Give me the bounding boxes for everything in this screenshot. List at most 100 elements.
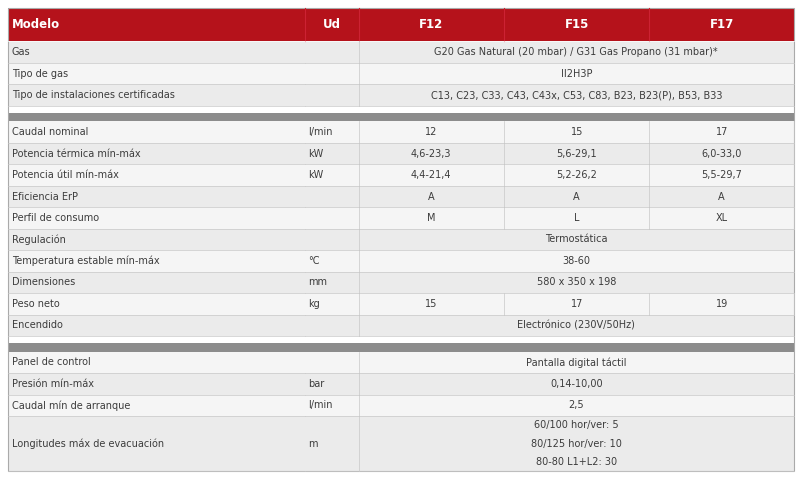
Bar (8, 41, 305, 63)
Bar (504, 143, 650, 164)
Bar (358, 63, 794, 84)
Text: 4,4-21,4: 4,4-21,4 (411, 170, 452, 180)
Text: M: M (427, 213, 435, 223)
Bar (358, 352, 794, 373)
Text: Tipo de gas: Tipo de gas (12, 68, 68, 79)
Bar (8, 352, 305, 373)
Bar (305, 373, 358, 395)
Text: 5,6-29,1: 5,6-29,1 (557, 148, 597, 159)
Text: Modelo: Modelo (12, 18, 60, 31)
Text: kg: kg (308, 299, 320, 309)
Text: 17: 17 (715, 127, 728, 137)
Bar (305, 63, 358, 84)
Bar (504, 207, 650, 229)
Bar (650, 186, 794, 207)
Bar (358, 250, 794, 272)
Bar (650, 207, 794, 229)
Text: Panel de control: Panel de control (12, 357, 91, 367)
Text: C13, C23, C33, C43, C43x, C53, C83, B23, B23(P), B53, B33: C13, C23, C33, C43, C43x, C53, C83, B23,… (431, 90, 722, 100)
Text: Potencia térmica mín-máx: Potencia térmica mín-máx (12, 148, 140, 159)
Bar (8, 336, 794, 343)
Bar (358, 373, 794, 395)
Text: Regulación: Regulación (12, 234, 66, 245)
Text: Electrónico (230V/50Hz): Electrónico (230V/50Hz) (517, 320, 635, 331)
Text: 12: 12 (425, 127, 437, 137)
Bar (358, 272, 794, 293)
Text: 5,5-29,7: 5,5-29,7 (701, 170, 742, 180)
Text: °C: °C (308, 256, 320, 266)
Text: A: A (428, 192, 435, 202)
Bar (358, 395, 794, 416)
Bar (358, 121, 504, 143)
Text: Longitudes máx de evacuación: Longitudes máx de evacuación (12, 438, 164, 449)
Text: Tipo de instalaciones certificadas: Tipo de instalaciones certificadas (12, 90, 175, 100)
Bar (358, 416, 794, 471)
Bar (305, 416, 358, 471)
Text: 0,14-10,00: 0,14-10,00 (550, 379, 602, 389)
Bar (8, 84, 305, 106)
Text: 6,0-33,0: 6,0-33,0 (702, 148, 742, 159)
Bar (305, 250, 358, 272)
Text: Presión mín-máx: Presión mín-máx (12, 379, 94, 389)
Bar (8, 121, 305, 143)
Bar (8, 293, 305, 315)
Text: Termostática: Termostática (545, 235, 608, 244)
Bar (8, 250, 305, 272)
Text: Eficiencia ErP: Eficiencia ErP (12, 192, 78, 202)
Text: l/min: l/min (308, 400, 333, 411)
Text: Gas: Gas (12, 47, 30, 57)
Text: 4,6-23,3: 4,6-23,3 (411, 148, 452, 159)
Bar (8, 373, 305, 395)
Bar (358, 164, 504, 186)
Text: 80/125 hor/ver: 10: 80/125 hor/ver: 10 (531, 439, 622, 448)
Bar (358, 229, 794, 250)
Bar (305, 143, 358, 164)
Bar (8, 164, 305, 186)
Bar (305, 293, 358, 315)
Bar (650, 143, 794, 164)
Text: kW: kW (308, 170, 323, 180)
Bar (358, 315, 794, 336)
Bar (650, 121, 794, 143)
Text: 19: 19 (715, 299, 727, 309)
Bar (8, 207, 305, 229)
Text: 38-60: 38-60 (562, 256, 590, 266)
Bar (358, 84, 794, 106)
Bar (8, 315, 305, 336)
Text: Dimensiones: Dimensiones (12, 277, 75, 287)
Text: l/min: l/min (308, 127, 333, 137)
Bar (8, 8, 794, 41)
Text: bar: bar (308, 379, 324, 389)
Bar (358, 143, 504, 164)
Bar (8, 416, 305, 471)
Text: Pantalla digital táctil: Pantalla digital táctil (526, 357, 626, 368)
Text: m: m (308, 439, 318, 448)
Text: XL: XL (715, 213, 727, 223)
Text: Potencia útil mín-máx: Potencia útil mín-máx (12, 170, 119, 180)
Bar (504, 293, 650, 315)
Text: A: A (719, 192, 725, 202)
Bar (305, 186, 358, 207)
Bar (650, 293, 794, 315)
Bar (305, 315, 358, 336)
Bar (358, 41, 794, 63)
Bar (504, 186, 650, 207)
Text: 580 x 350 x 198: 580 x 350 x 198 (537, 277, 616, 287)
Bar (305, 41, 358, 63)
Text: Ud: Ud (323, 18, 341, 31)
Bar (8, 343, 794, 352)
Bar (358, 207, 504, 229)
Text: G20 Gas Natural (20 mbar) / G31 Gas Propano (31 mbar)*: G20 Gas Natural (20 mbar) / G31 Gas Prop… (435, 47, 718, 57)
Text: 80-80 L1+L2: 30: 80-80 L1+L2: 30 (536, 457, 617, 467)
Bar (358, 293, 504, 315)
Text: Encendido: Encendido (12, 320, 63, 331)
Bar (305, 352, 358, 373)
Text: mm: mm (308, 277, 327, 287)
Text: Perfil de consumo: Perfil de consumo (12, 213, 99, 223)
Text: A: A (573, 192, 580, 202)
Text: F17: F17 (710, 18, 734, 31)
Bar (650, 164, 794, 186)
Bar (305, 164, 358, 186)
Text: 2,5: 2,5 (569, 400, 584, 411)
Text: F12: F12 (419, 18, 444, 31)
